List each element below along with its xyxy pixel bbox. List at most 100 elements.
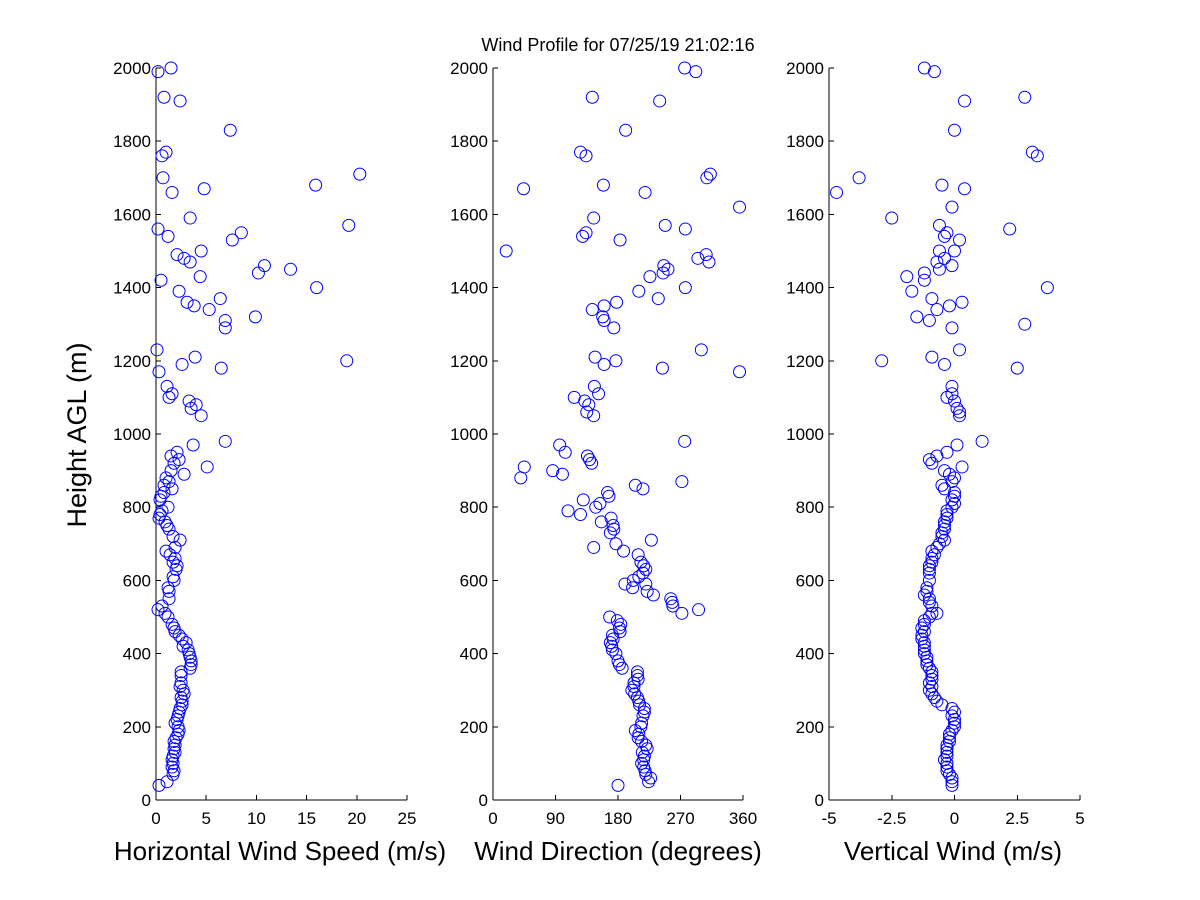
y-tick-label: 600 [796,571,824,590]
data-point [154,273,168,287]
data-point [653,94,667,108]
data-point [587,211,601,225]
y-tick-label: 400 [123,645,151,664]
data-point [214,361,228,375]
data-point [922,683,936,697]
data-point [218,321,232,335]
data-point [611,778,625,792]
x-axis-label: Horizontal Wind Speed (m/s) [114,836,446,866]
data-point [167,456,181,470]
data-point [180,295,194,309]
data-point [234,226,248,240]
data-point [937,229,951,243]
x-tick-label: 180 [604,809,632,828]
y-tick-label: 1200 [450,352,488,371]
y-tick-label: 800 [123,498,151,517]
data-point [594,515,608,529]
data-point [925,350,939,364]
data-point [935,478,949,492]
data-point [162,592,176,606]
x-tick-label: 0 [488,809,497,828]
y-tick-label: 0 [815,791,824,810]
y-tick-label: 0 [142,791,151,810]
data-point [158,606,172,620]
y-tick-label: 1000 [786,425,824,444]
data-point [187,299,201,313]
data-point [213,292,227,306]
data-point [945,200,959,214]
data-point [689,65,703,79]
data-point [585,303,599,317]
x-tick-label: 0 [151,809,160,828]
y-tick-label: 2000 [450,59,488,78]
data-point [309,178,323,192]
data-point [150,343,164,357]
data-point [900,270,914,284]
data-point [612,658,626,672]
data-point [885,211,899,225]
data-point [162,390,176,404]
data-point [635,745,649,759]
data-point [651,292,665,306]
y-axis-label: Height AGL (m) [62,342,92,527]
data-point [177,467,191,481]
data-point [155,149,169,163]
x-tick-label: 2.5 [1005,809,1029,828]
data-point [151,603,165,617]
data-point [517,182,531,196]
y-tick-label: 600 [460,571,488,590]
data-point [657,259,671,273]
data-point [561,504,575,518]
data-point [183,211,197,225]
panel-1: 0 200 400 600 800 1000 1200 1400 1600 1800 2000 0 5 1… [113,59,446,866]
data-point [159,544,173,558]
data-point [925,544,939,558]
data-point [950,401,964,415]
data-point [626,573,640,587]
data-point [223,123,237,137]
data-point [173,94,187,108]
data-point [609,354,623,368]
data-point [733,365,747,379]
data-point [175,632,189,646]
data-point [602,489,616,503]
data-point [580,449,594,463]
data-point [955,460,969,474]
data-point [925,606,939,620]
data-point [579,149,593,163]
data-point [953,343,967,357]
data-point [587,379,601,393]
data-point [605,643,619,657]
data-point [937,533,951,547]
data-point [165,387,179,401]
data-point [656,266,670,280]
data-point [628,478,642,492]
data-point [948,123,961,137]
data-point [945,778,959,792]
data-point [1018,317,1032,331]
data-point [162,584,176,598]
data-point [173,533,187,547]
x-tick-label: 0 [950,809,959,828]
data-point [642,775,656,789]
data-point [546,464,560,478]
data-point [1018,90,1032,104]
data-point [615,661,629,675]
data-point [555,467,569,481]
data-point [597,357,611,371]
data-point [940,749,954,763]
data-point [168,745,182,759]
data-point [948,244,961,258]
y-tick-label: 200 [460,718,488,737]
data-point [632,284,646,298]
data-point [593,497,607,511]
data-point [644,533,658,547]
data-point [583,453,597,467]
x-axis-label: Wind Direction (degrees) [474,836,762,866]
data-point [183,661,197,675]
y-tick-label: 200 [123,718,151,737]
data-point [875,354,889,368]
data-point [165,617,179,631]
data-point [194,409,208,423]
